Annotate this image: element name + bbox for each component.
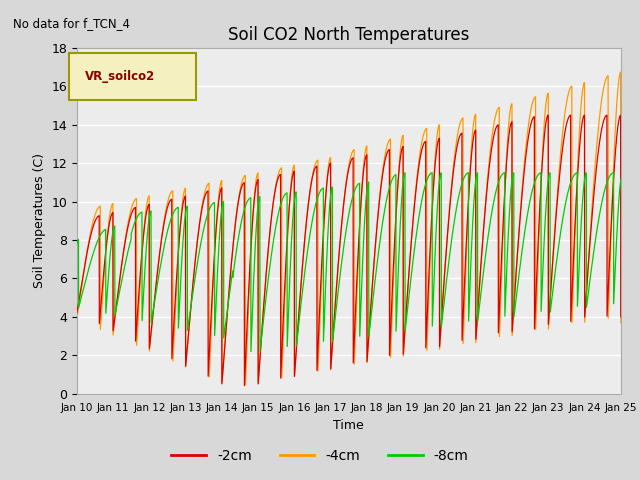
- Title: Soil CO2 North Temperatures: Soil CO2 North Temperatures: [228, 25, 470, 44]
- Legend: -2cm, -4cm, -8cm: -2cm, -4cm, -8cm: [166, 443, 474, 468]
- Y-axis label: Soil Temperatures (C): Soil Temperatures (C): [33, 153, 45, 288]
- FancyBboxPatch shape: [68, 53, 196, 100]
- Text: No data for f_TCN_4: No data for f_TCN_4: [13, 17, 130, 30]
- Text: VR_soilco2: VR_soilco2: [85, 70, 156, 83]
- X-axis label: Time: Time: [333, 419, 364, 432]
